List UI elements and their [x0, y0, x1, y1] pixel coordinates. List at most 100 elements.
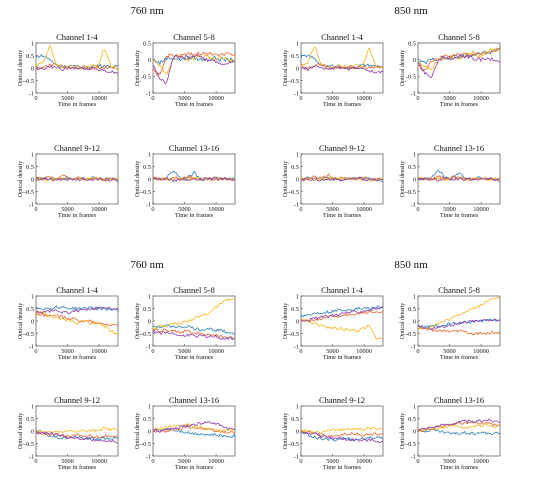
y-tick-label: -1 [411, 201, 416, 208]
y-axis-label: Optical density [135, 161, 141, 198]
y-tick-label: 0.5 [291, 164, 299, 171]
y-tick-label: 1 [413, 293, 416, 300]
x-tick-label: 0 [299, 95, 302, 102]
series-line-4 [417, 318, 501, 331]
x-tick-label: 5000 [443, 458, 456, 465]
series-line-4 [152, 421, 236, 433]
series-line-3 [35, 310, 119, 335]
y-tick-label: 1 [296, 403, 299, 410]
y-axis-label: Optical density [400, 50, 406, 87]
series-line-2 [417, 47, 501, 71]
y-tick-label: -1 [294, 343, 299, 350]
x-tick-label: 5000 [326, 95, 339, 102]
y-tick-label: -0.5 [141, 441, 151, 448]
series-line-3 [300, 46, 384, 70]
y-tick-label: 1 [296, 40, 299, 47]
series-line-2 [152, 51, 236, 76]
series-line-4 [417, 418, 501, 432]
x-tick-label: 0 [299, 458, 302, 465]
x-tick-label: 10000 [473, 348, 489, 355]
y-tick-label: 0 [148, 318, 151, 325]
y-axis-label: Optical density [18, 303, 24, 340]
x-axis-label: Time in frames [323, 464, 362, 471]
heading-760nm-top: 760 nm [130, 5, 164, 17]
x-tick-label: 5000 [443, 95, 456, 102]
plot-frame [35, 405, 119, 457]
x-tick-label: 10000 [356, 206, 372, 213]
y-tick-label: -1 [294, 201, 299, 208]
y-tick-label: 1 [31, 403, 34, 410]
x-tick-label: 0 [416, 206, 419, 213]
y-tick-label: -1 [411, 453, 416, 460]
y-tick-label: 0.5 [408, 306, 416, 313]
panel-title: Channel 9-12 [54, 395, 100, 405]
x-tick-label: 10000 [91, 95, 107, 102]
plot-frame [35, 295, 119, 347]
series-line-2 [417, 421, 501, 433]
panel-title: Channel 9-12 [319, 395, 365, 405]
plot-frame [417, 405, 501, 457]
panel-title: Channel 13-16 [169, 143, 219, 153]
y-tick-label: 0 [31, 428, 34, 435]
y-tick-label: -1 [411, 343, 416, 350]
x-axis-label: Time in frames [58, 212, 97, 219]
y-tick-label: 0 [413, 57, 416, 64]
y-tick-label: -0.5 [289, 331, 299, 338]
y-tick-label: -0.5 [24, 78, 34, 85]
x-axis-label: Time in frames [440, 101, 479, 108]
y-axis-label: Optical density [400, 303, 406, 340]
y-tick-label: 1 [296, 293, 299, 300]
x-tick-label: 10000 [91, 348, 107, 355]
series-line-4 [35, 65, 119, 75]
x-tick-label: 5000 [61, 348, 74, 355]
x-axis-label: Time in frames [323, 354, 362, 361]
panel-title: Channel 1-4 [56, 32, 99, 42]
x-tick-label: 5000 [326, 348, 339, 355]
series-line-3 [152, 297, 236, 330]
series-line-4 [300, 65, 384, 74]
y-tick-label: 1 [413, 403, 416, 410]
series-line-4 [417, 54, 501, 78]
y-tick-label: -1 [146, 343, 151, 350]
x-axis-label: Time in frames [175, 354, 214, 361]
y-tick-label: 1 [413, 151, 416, 158]
y-tick-label: -0.5 [141, 74, 151, 81]
series-line-4 [152, 329, 236, 341]
y-tick-label: -1 [411, 90, 416, 97]
series-line-3 [152, 423, 236, 433]
y-tick-label: -1 [29, 201, 34, 208]
panel-title: Channel 13-16 [434, 395, 484, 405]
series-line-4 [300, 177, 384, 182]
y-axis-label: Optical density [400, 413, 406, 450]
series-line-4 [35, 306, 119, 314]
y-tick-label: 0.5 [143, 40, 151, 47]
panel-title: Channel 5-8 [173, 32, 215, 42]
x-tick-label: 5000 [443, 206, 456, 213]
y-tick-label: 1 [148, 151, 151, 158]
y-tick-label: -0.5 [289, 78, 299, 85]
series-line-1 [417, 318, 501, 329]
panel-title: Channel 1-4 [321, 285, 364, 295]
y-tick-label: 0 [31, 318, 34, 325]
x-tick-label: 10000 [91, 458, 107, 465]
x-axis-label: Time in frames [58, 354, 97, 361]
x-tick-label: 5000 [178, 206, 191, 213]
series-line-1 [152, 427, 236, 438]
y-tick-label: 0.5 [143, 306, 151, 313]
y-tick-label: -0.5 [141, 331, 151, 338]
y-tick-label: 0.5 [143, 164, 151, 171]
series-line-3 [300, 318, 384, 340]
x-tick-label: 0 [416, 348, 419, 355]
x-tick-label: 5000 [61, 206, 74, 213]
y-tick-label: -0.5 [289, 441, 299, 448]
x-tick-label: 0 [151, 348, 154, 355]
y-axis-label: Optical density [18, 50, 24, 87]
plot-frame [417, 42, 501, 94]
plot-frame [300, 295, 384, 347]
x-tick-label: 0 [416, 458, 419, 465]
y-tick-label: -1 [146, 90, 151, 97]
